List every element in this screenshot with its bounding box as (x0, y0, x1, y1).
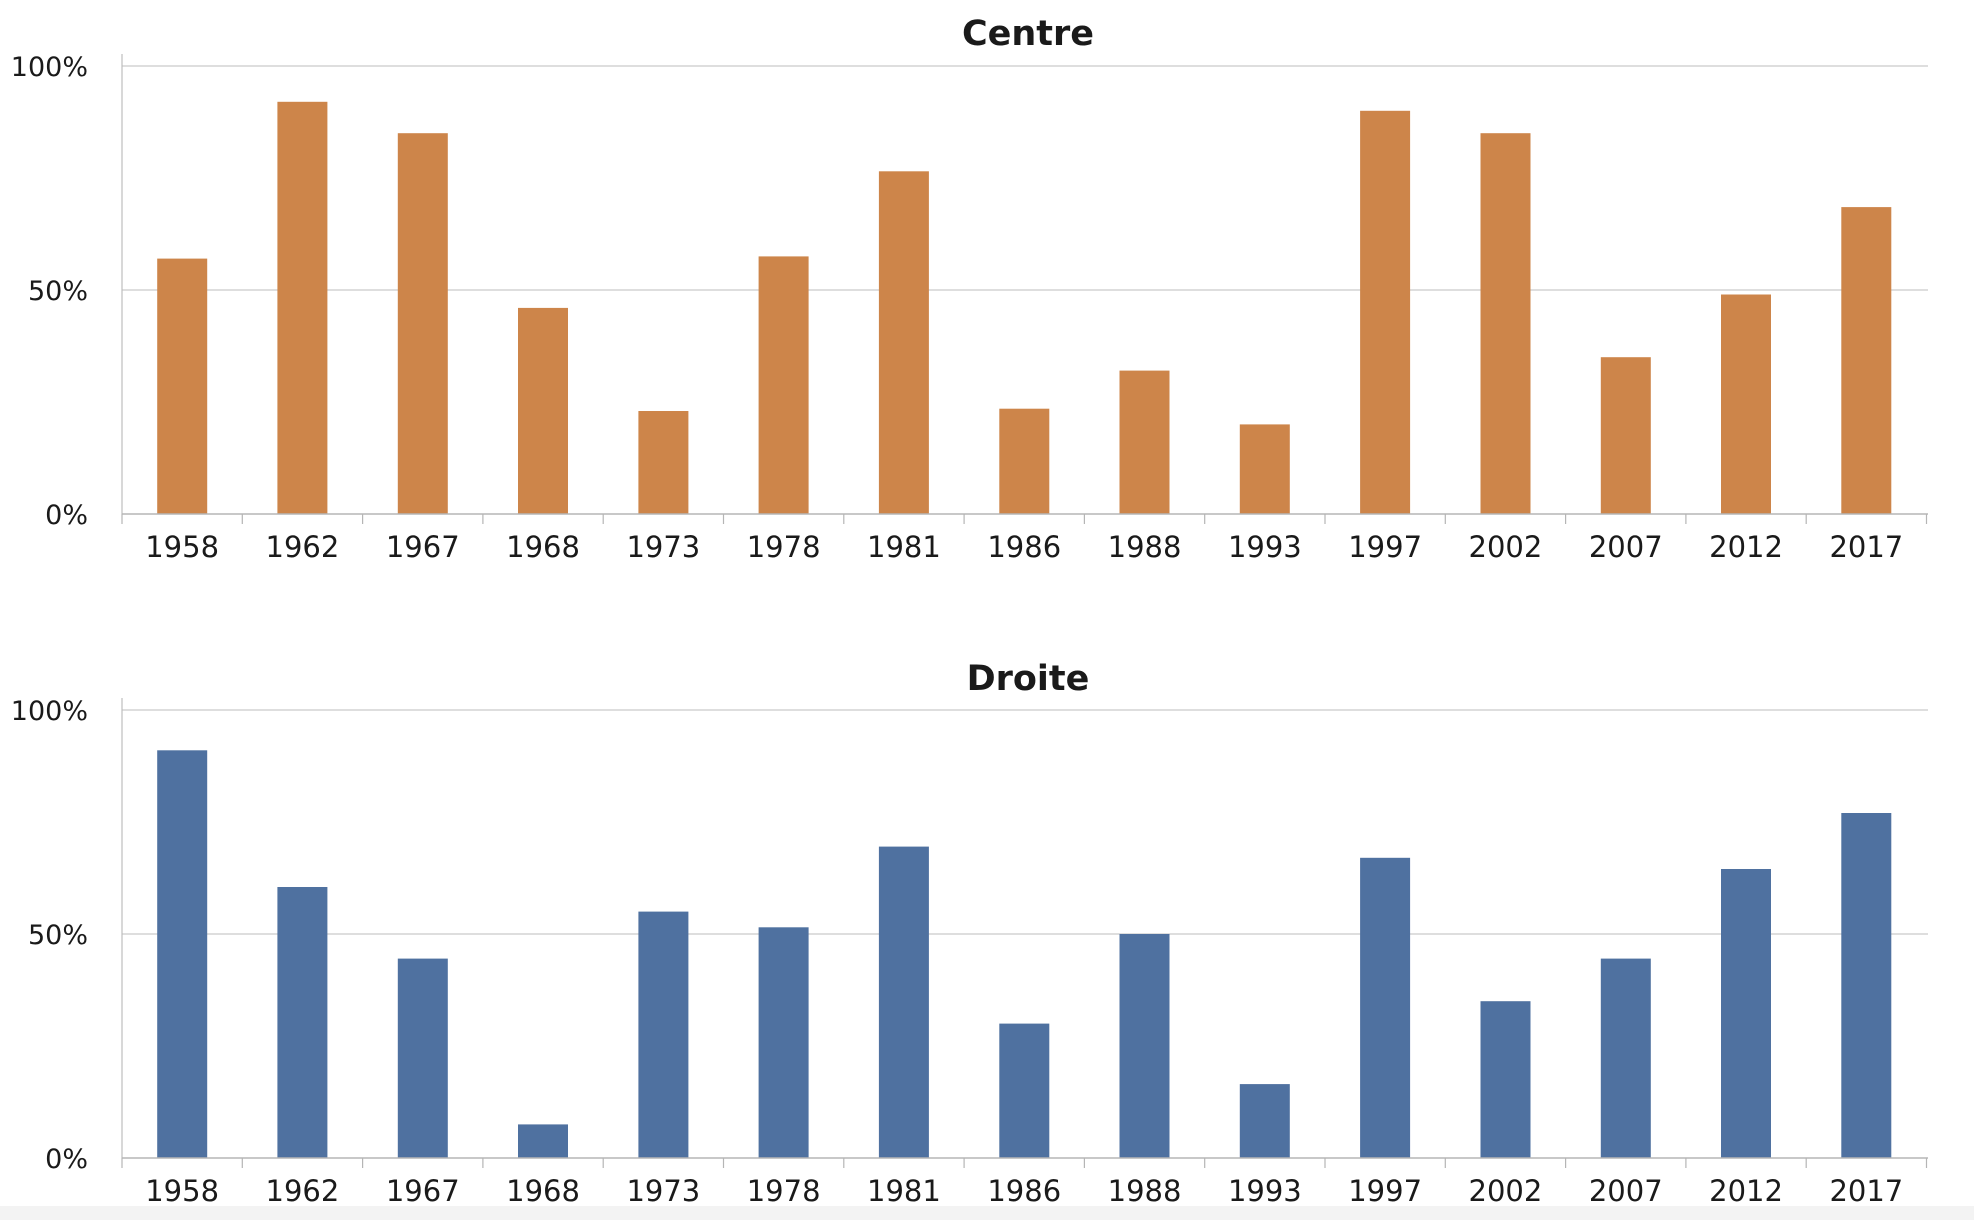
x-tick-label: 1958 (145, 530, 219, 564)
y-tick-label: 100% (11, 696, 88, 727)
y-tick-label: 100% (11, 52, 88, 83)
y-tick-label: 50% (28, 920, 88, 951)
bar-1962 (277, 101, 328, 515)
droite-chart-panel: Droite 0% 50% 100% 1958 1962 1967 1968 1973 1978… (11, 659, 1928, 1208)
x-tick-label: 1962 (266, 1174, 340, 1208)
x-tick-label: 1986 (987, 1174, 1061, 1208)
bar-1993 (1239, 1084, 1290, 1158)
x-tick-label: 1981 (867, 1174, 941, 1208)
bar-1988 (1119, 934, 1170, 1158)
bar-1986 (999, 1023, 1050, 1158)
centre-chart-panel: Centre 0% 50% 100% 1958 1962 1967 1968 1973 1978… (11, 14, 1928, 564)
x-tick-label: 1973 (626, 530, 700, 564)
x-tick-label: 1958 (145, 1174, 219, 1208)
x-tick-label: 2017 (1829, 530, 1903, 564)
x-tick-label: 1997 (1348, 530, 1422, 564)
y-tick-label: 50% (28, 276, 88, 307)
bar-1973 (638, 411, 689, 514)
bar-1968 (518, 307, 568, 514)
x-tick-label: 1967 (386, 1174, 460, 1208)
x-tick-label: 1962 (266, 530, 340, 564)
x-tick-label: 2007 (1589, 1174, 1663, 1208)
bar-1978 (758, 256, 809, 514)
bar-2007 (1600, 958, 1651, 1158)
bar-2017 (1841, 207, 1892, 514)
x-tick-label: 2007 (1589, 530, 1663, 564)
bar-1986 (999, 408, 1050, 514)
bar-2002 (1480, 133, 1531, 514)
x-tick-label: 2012 (1709, 530, 1783, 564)
bar-1967 (397, 133, 448, 514)
bar-1958 (157, 750, 208, 1158)
x-tick-label: 1973 (626, 1174, 700, 1208)
bar-1997 (1360, 110, 1411, 515)
bar-1981 (878, 846, 929, 1158)
y-tick-label: 0% (45, 500, 88, 531)
x-tick-label: 2002 (1469, 1174, 1543, 1208)
bar-1973 (638, 911, 689, 1158)
bar-1988 (1119, 370, 1170, 514)
x-tick-label: 1981 (867, 530, 941, 564)
bar-1967 (397, 958, 448, 1158)
y-tick-label: 0% (45, 1144, 88, 1175)
chart-title: Droite (967, 659, 1090, 699)
x-tick-label: 1978 (747, 530, 821, 564)
bar-1958 (157, 258, 208, 514)
x-tick-label: 1968 (506, 1174, 580, 1208)
bar-1962 (277, 887, 328, 1158)
bar-2017 (1841, 813, 1892, 1158)
x-tick-label: 1986 (987, 530, 1061, 564)
x-tick-label: 1997 (1348, 1174, 1422, 1208)
x-tick-label: 1978 (747, 1174, 821, 1208)
x-tick-label: 1993 (1228, 530, 1302, 564)
bottom-band (0, 1206, 1974, 1220)
bar-2007 (1600, 357, 1651, 514)
x-tick-label: 2002 (1469, 530, 1543, 564)
bar-2002 (1480, 1001, 1531, 1158)
x-tick-label: 1993 (1228, 1174, 1302, 1208)
bar-1981 (878, 171, 929, 515)
x-tick-label: 2012 (1709, 1174, 1783, 1208)
bar-1993 (1239, 424, 1290, 514)
bar-2012 (1721, 294, 1771, 514)
x-tick-label: 1968 (506, 530, 580, 564)
bar-2012 (1721, 869, 1771, 1158)
x-tick-label: 1967 (386, 530, 460, 564)
bar-1978 (758, 927, 809, 1158)
x-tick-label: 2017 (1829, 1174, 1903, 1208)
chart-title: Centre (962, 14, 1094, 54)
bar-1997 (1360, 857, 1411, 1158)
bar-1968 (518, 1124, 568, 1158)
x-tick-label: 1988 (1108, 1174, 1182, 1208)
x-tick-label: 1988 (1108, 530, 1182, 564)
